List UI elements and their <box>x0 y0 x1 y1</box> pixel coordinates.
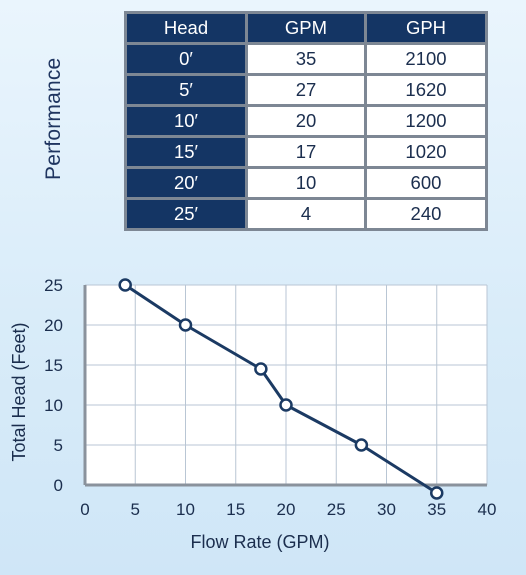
data-point <box>118 278 132 292</box>
table-row: 0′ 35 2100 <box>124 42 489 76</box>
data-point <box>430 486 444 500</box>
table-row: 20′ 10 600 <box>124 166 489 200</box>
table-header-row: Head GPM GPH <box>124 11 489 45</box>
x-tick-label: 15 <box>226 500 245 519</box>
y-tick-label: 20 <box>44 316 63 335</box>
cell-gph: 1020 <box>363 135 489 169</box>
table-row: 10′ 20 1200 <box>124 104 489 138</box>
data-point <box>178 318 193 332</box>
cell-gpm: 20 <box>245 104 367 138</box>
table-row: 5′ 27 1620 <box>124 73 489 107</box>
cell-gpm: 27 <box>245 73 367 107</box>
cell-gpm: 35 <box>245 42 367 76</box>
cell-gpm: 4 <box>245 197 367 231</box>
x-tick-label: 30 <box>377 500 396 519</box>
x-tick-label: 10 <box>176 500 195 519</box>
cell-head: 0′ <box>124 42 248 76</box>
x-tick-label: 35 <box>427 500 446 519</box>
series-line <box>124 283 438 495</box>
x-tick-label: 0 <box>80 500 89 519</box>
table-row: 25′ 4 240 <box>124 197 489 231</box>
column-header-gph: GPH <box>363 11 489 45</box>
y-tick-label: 15 <box>44 356 63 375</box>
cell-head: 15′ <box>124 135 248 169</box>
table-row: 15′ 17 1020 <box>124 135 489 169</box>
cell-head: 25′ <box>124 197 248 231</box>
cell-head: 10′ <box>124 104 248 138</box>
cell-gph: 240 <box>363 197 489 231</box>
y-tick-label: 10 <box>44 396 63 415</box>
y-tick-label: 0 <box>54 476 63 495</box>
cell-head: 5′ <box>124 73 248 107</box>
data-point <box>254 362 268 376</box>
performance-table: Head GPM GPH 0′ 35 2100 5′ 27 1620 10′ 2… <box>124 11 489 231</box>
cell-gph: 2100 <box>363 42 489 76</box>
data-point <box>354 438 369 452</box>
column-header-head: Head <box>124 11 248 45</box>
y-tick-label: 25 <box>44 276 63 295</box>
cell-gph: 600 <box>363 166 489 200</box>
x-tick-label: 5 <box>131 500 140 519</box>
y-axis-label: Total Head (Feet) <box>9 322 29 461</box>
cell-gpm: 17 <box>245 135 367 169</box>
x-tick-label: 40 <box>478 500 497 519</box>
data-point <box>279 398 293 412</box>
cell-gph: 1620 <box>363 73 489 107</box>
column-header-gpm: GPM <box>245 11 367 45</box>
flow-head-chart: 0 5 10 15 20 25 30 35 40 0 5 10 15 20 25 Flow Rate (GPM… <box>9 276 497 552</box>
cell-gpm: 10 <box>245 166 367 200</box>
x-axis-label: Flow Rate (GPM) <box>190 532 329 552</box>
x-tick-label: 20 <box>277 500 296 519</box>
y-tick-label: 5 <box>54 436 63 455</box>
cell-head: 20′ <box>124 166 248 200</box>
performance-label: Performance <box>42 57 65 180</box>
cell-gph: 1200 <box>363 104 489 138</box>
x-tick-label: 25 <box>327 500 346 519</box>
